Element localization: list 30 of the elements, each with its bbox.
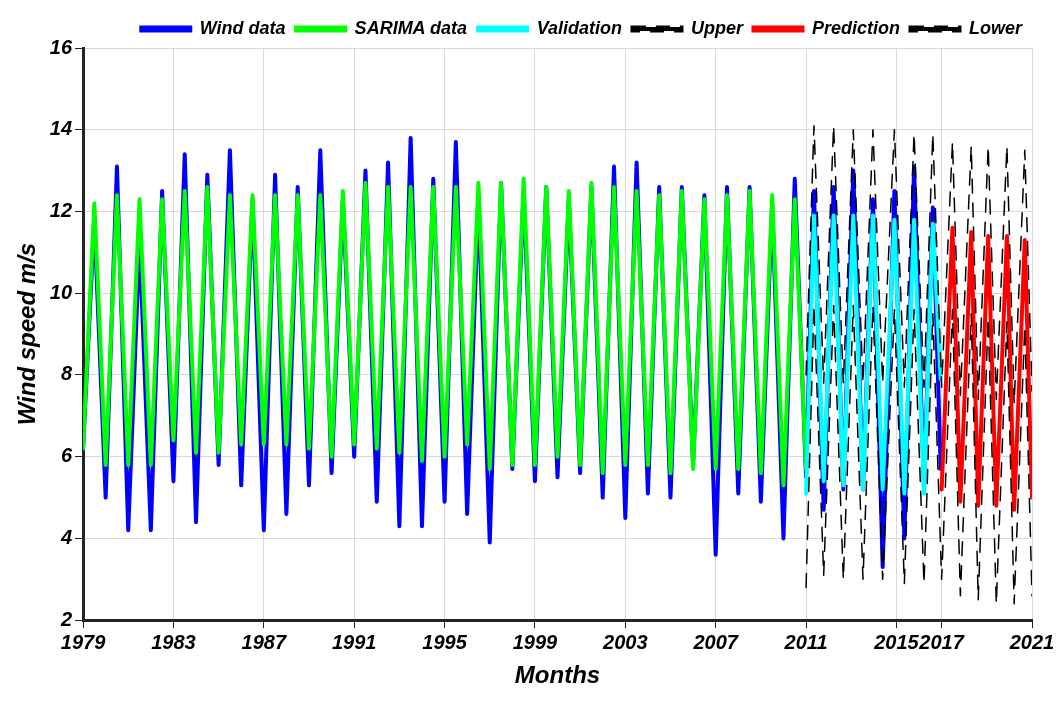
y-tick-label: 14 <box>49 117 73 140</box>
x-tick-label: 2021 <box>1008 630 1055 653</box>
y-axis-title: Wind speed m/s <box>13 242 41 426</box>
x-tick-label: 2011 <box>783 630 828 653</box>
y-tick-label: 10 <box>49 280 73 303</box>
x-tick-label: 2015 <box>873 630 920 653</box>
legend-label: Wind data <box>199 17 286 38</box>
line-series <box>805 304 1032 605</box>
legend-label: SARIMA data <box>354 17 467 38</box>
y-tick-label: 8 <box>60 362 73 385</box>
x-tick-label: 1979 <box>60 630 107 653</box>
legend-label: Prediction <box>811 17 900 38</box>
line-series <box>805 124 1032 405</box>
y-tick-label: 2 <box>59 607 73 630</box>
x-axis-title: Months <box>514 661 601 689</box>
y-tick-label: 16 <box>49 35 73 58</box>
x-tick-label: 2017 <box>918 630 965 653</box>
x-tick-label: 1983 <box>151 630 196 653</box>
y-tick-label: 4 <box>59 525 73 548</box>
x-tick-label: 2007 <box>692 630 739 653</box>
y-tick-label: 12 <box>49 199 73 221</box>
x-tick-label: 1987 <box>241 630 287 653</box>
x-tick-label: 1995 <box>422 630 468 653</box>
x-tick-label: 2003 <box>602 630 648 653</box>
legend-label: Upper <box>690 17 744 38</box>
x-tick-label: 1999 <box>512 630 559 653</box>
legend-label: Lower <box>968 17 1023 38</box>
x-tick-label: 1991 <box>331 630 377 653</box>
legend-label: Validation <box>536 17 622 38</box>
y-tick-label: 6 <box>60 444 73 467</box>
